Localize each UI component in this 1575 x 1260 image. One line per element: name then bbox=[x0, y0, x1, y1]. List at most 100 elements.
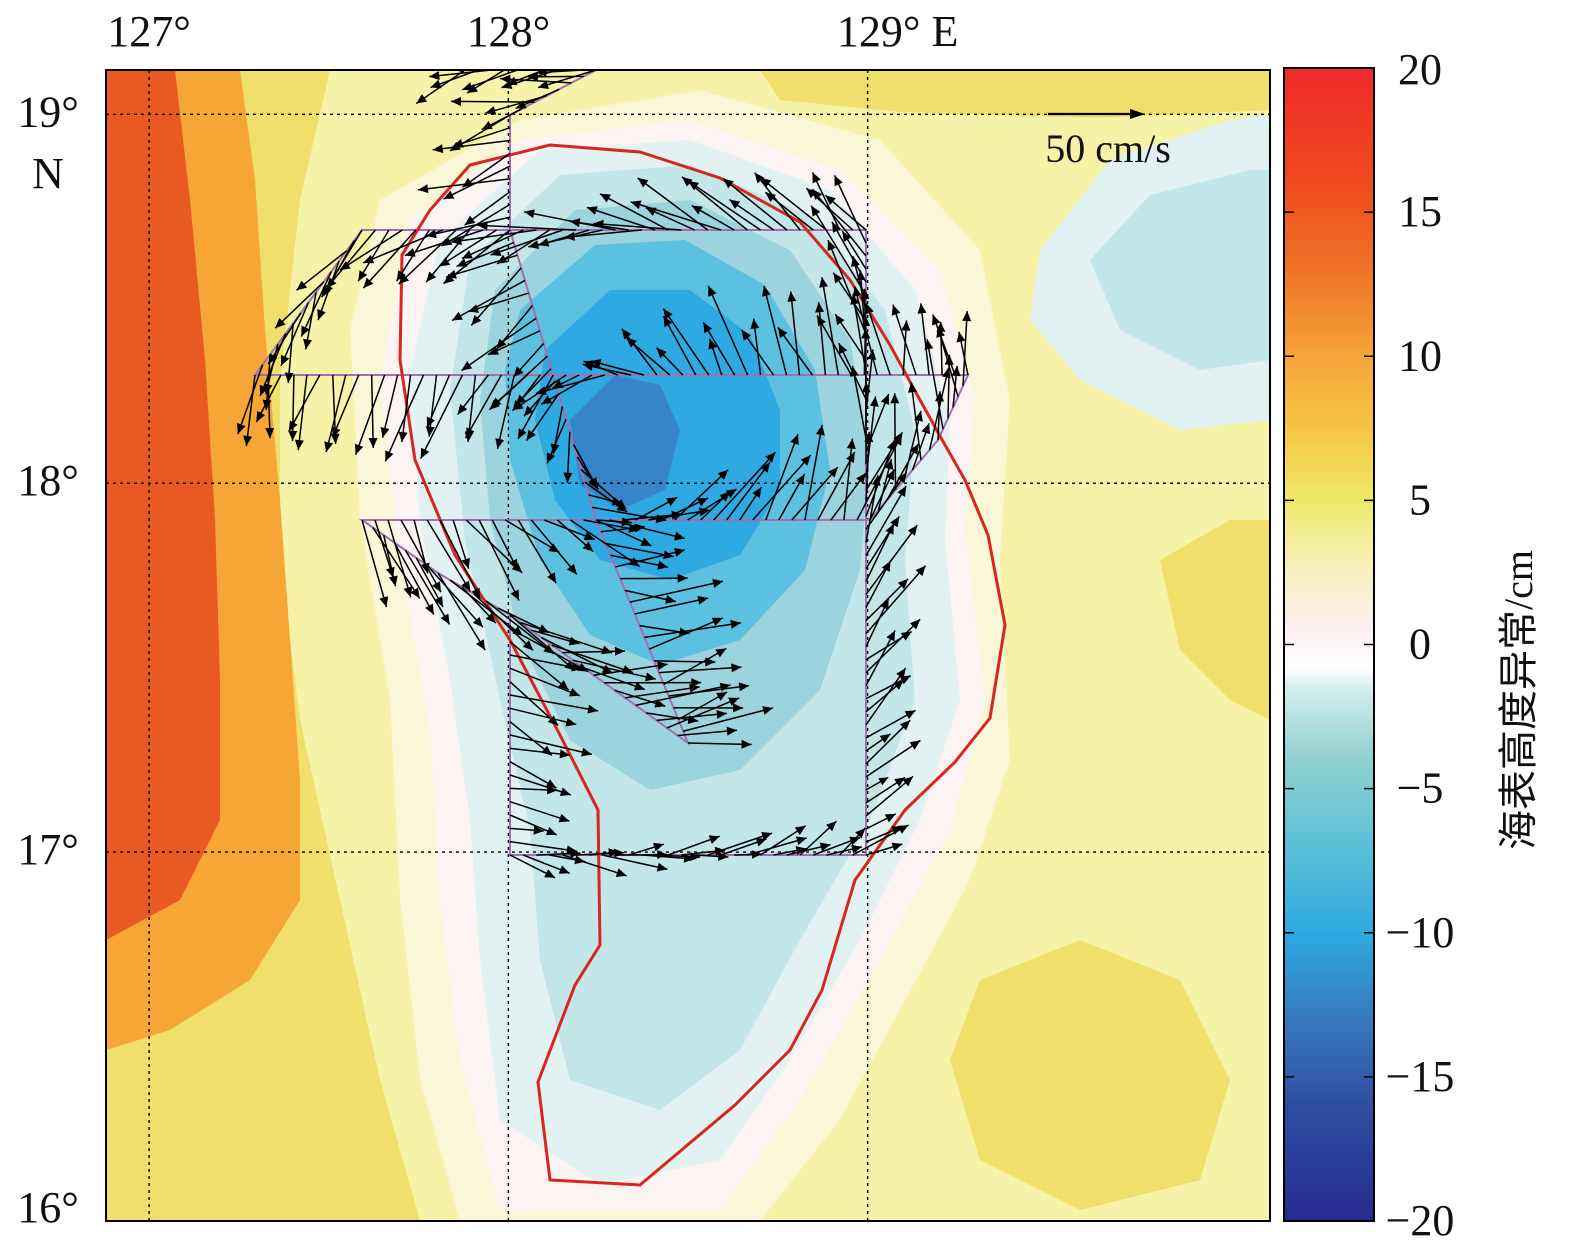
current-vector bbox=[450, 96, 535, 106]
current-vector bbox=[903, 410, 923, 481]
current-vector bbox=[478, 519, 520, 601]
current-vector bbox=[500, 74, 572, 84]
current-vector bbox=[485, 94, 548, 115]
current-vector bbox=[865, 485, 907, 556]
current-vector bbox=[865, 475, 881, 543]
current-vector bbox=[509, 707, 577, 727]
current-vector bbox=[580, 469, 627, 510]
ssha-field bbox=[106, 70, 1270, 1221]
longitude-tick-label: 128° bbox=[467, 7, 551, 56]
current-vector bbox=[515, 368, 552, 406]
current-vector bbox=[901, 320, 911, 376]
current-vector bbox=[944, 354, 954, 419]
current-vector bbox=[284, 323, 294, 383]
current-vector bbox=[865, 719, 911, 765]
current-vector bbox=[778, 473, 806, 521]
current-vector bbox=[687, 739, 752, 749]
current-vector bbox=[637, 177, 709, 231]
current-vector bbox=[509, 800, 570, 823]
current-vector bbox=[762, 285, 788, 376]
current-vector bbox=[404, 549, 451, 625]
current-vector bbox=[509, 840, 577, 855]
current-vector bbox=[439, 519, 481, 599]
current-vector bbox=[852, 824, 909, 856]
colorbar-tick-label: 20 bbox=[1398, 45, 1442, 94]
current-vector bbox=[886, 443, 920, 501]
current-vector bbox=[634, 595, 709, 615]
current-vector bbox=[865, 560, 892, 608]
current-vector bbox=[294, 374, 308, 451]
field-region-east-warm bbox=[950, 940, 1230, 1210]
current-vector bbox=[812, 836, 861, 856]
colorbar-tick-label: 10 bbox=[1398, 331, 1442, 380]
current-vector bbox=[620, 573, 688, 583]
current-vector bbox=[362, 229, 444, 264]
current-vector bbox=[610, 554, 669, 570]
current-vector bbox=[824, 194, 867, 231]
current-vector bbox=[528, 229, 603, 250]
current-vectors bbox=[237, 70, 972, 879]
current-vector bbox=[393, 542, 435, 615]
current-vector bbox=[288, 374, 321, 432]
current-vector bbox=[425, 374, 438, 437]
current-vector bbox=[512, 342, 545, 378]
current-vector bbox=[658, 663, 742, 674]
current-vector bbox=[592, 506, 667, 524]
current-vector bbox=[865, 431, 904, 491]
current-vector bbox=[274, 281, 325, 329]
current-vector bbox=[673, 703, 744, 713]
current-vector bbox=[811, 188, 867, 257]
current-vector bbox=[417, 178, 511, 194]
current-vector bbox=[694, 851, 729, 861]
current-vector bbox=[849, 366, 867, 439]
current-vector bbox=[747, 836, 807, 856]
current-vector bbox=[865, 842, 903, 856]
current-vector bbox=[537, 70, 597, 89]
current-vector bbox=[734, 850, 762, 859]
current-vector bbox=[509, 734, 593, 757]
current-vector bbox=[850, 294, 867, 374]
current-vector bbox=[556, 519, 594, 553]
current-vector bbox=[865, 471, 908, 530]
current-vector bbox=[357, 229, 390, 282]
current-vector bbox=[615, 548, 686, 568]
current-vector bbox=[615, 850, 668, 860]
colorbar-ticks: 20 15 10 5 0 −5 −10 −15 −20 bbox=[1284, 45, 1454, 1245]
current-vector bbox=[869, 469, 895, 521]
current-vector bbox=[562, 646, 625, 656]
current-vector bbox=[461, 229, 524, 260]
current-vector bbox=[583, 666, 646, 691]
current-vector bbox=[564, 229, 642, 241]
current-vector bbox=[861, 382, 871, 465]
current-vector bbox=[522, 854, 570, 874]
current-vector bbox=[490, 229, 563, 256]
current-vector bbox=[663, 647, 727, 685]
current-vector bbox=[739, 486, 763, 521]
field-region-north-warm bbox=[760, 70, 1270, 118]
latitude-tick-label: 19° bbox=[17, 87, 79, 136]
current-vector bbox=[865, 775, 914, 817]
current-vector bbox=[425, 229, 471, 283]
current-vector bbox=[713, 451, 776, 521]
current-vector bbox=[477, 221, 576, 231]
current-vector bbox=[811, 172, 841, 231]
current-vector bbox=[595, 519, 652, 547]
current-vector bbox=[437, 572, 486, 651]
current-vector bbox=[361, 519, 389, 608]
current-vector bbox=[841, 230, 867, 270]
current-vector bbox=[586, 206, 656, 231]
current-vector bbox=[865, 349, 877, 413]
current-vector bbox=[457, 374, 489, 415]
current-vector bbox=[562, 854, 627, 877]
current-vector bbox=[426, 564, 484, 628]
colorbar-tick-label: −15 bbox=[1386, 1052, 1455, 1101]
current-vector bbox=[931, 314, 956, 376]
colorbar-tick-label: 0 bbox=[1409, 620, 1431, 669]
current-vector bbox=[452, 519, 470, 570]
current-vector bbox=[451, 279, 526, 322]
current-vector bbox=[593, 661, 668, 676]
current-vector bbox=[760, 825, 807, 856]
current-vector bbox=[843, 438, 856, 521]
current-vector bbox=[865, 439, 896, 517]
current-vector bbox=[777, 326, 814, 376]
